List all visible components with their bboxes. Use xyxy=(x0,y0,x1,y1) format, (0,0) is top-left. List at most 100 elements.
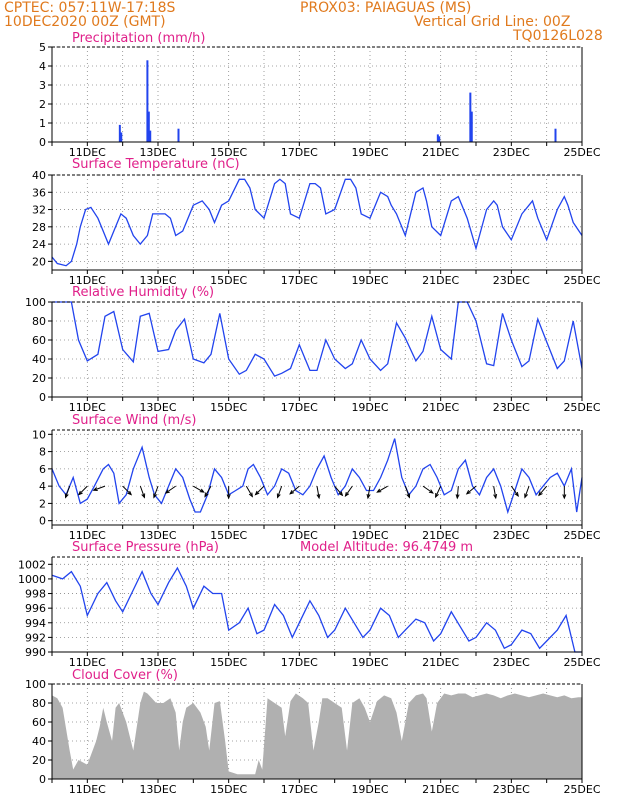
y-tick-label: 2 xyxy=(39,98,46,111)
rh-panel: 0 20 40 60 80 100 11DEC 13DEC 15DEC 17DEC 19DEC 21D… xyxy=(25,285,601,414)
x-tick-label: 15DEC xyxy=(210,401,247,414)
wind-arrow xyxy=(334,485,343,496)
wind-arrow xyxy=(456,486,459,499)
wind-arrow xyxy=(193,485,204,493)
wind-arrowhead xyxy=(199,488,205,493)
wind-arrow xyxy=(422,485,434,494)
temp-title: Surface Temperature (nC) xyxy=(72,157,240,172)
y-tick-label: 0 xyxy=(39,136,46,149)
x-tick-label: 23DEC xyxy=(493,401,530,414)
wind-arrowhead xyxy=(64,493,69,499)
wind-arrow xyxy=(255,485,265,495)
y-tick-label: 4 xyxy=(39,480,46,493)
x-tick-label: 19DEC xyxy=(351,656,388,669)
x-tick-label: 17DEC xyxy=(281,146,318,159)
y-tick-label: 6 xyxy=(39,463,46,476)
y-tick-label: 60 xyxy=(32,716,46,729)
station-name: PROX03: PAIAGUAS (MS) xyxy=(300,0,471,16)
x-tick-label: 25DEC xyxy=(563,401,600,414)
x-tick-label: 25DEC xyxy=(563,274,600,287)
model-id: TQ0126L028 xyxy=(512,28,603,44)
wind-arrowhead xyxy=(127,490,133,496)
x-tick-label: 15DEC xyxy=(210,274,247,287)
precip-bar xyxy=(147,111,150,142)
wind-arrow xyxy=(493,486,497,499)
x-tick-label: 21DEC xyxy=(422,401,459,414)
wind-arrow xyxy=(204,485,212,497)
y-tick-label: 100 xyxy=(25,296,46,309)
x-tick-label: 21DEC xyxy=(422,656,459,669)
y-tick-label: 40 xyxy=(32,735,46,748)
precip-bar xyxy=(146,60,149,142)
wind-arrow xyxy=(367,486,371,499)
y-tick-label: 992 xyxy=(25,631,46,644)
wind-arrow xyxy=(510,485,519,497)
wind-arrowhead xyxy=(204,492,209,498)
y-tick-label: 80 xyxy=(32,315,46,328)
wind-arrowhead xyxy=(289,490,295,495)
y-tick-label: 40 xyxy=(32,169,46,182)
wind-arrowhead xyxy=(248,492,253,498)
x-tick-label: 11DEC xyxy=(69,146,106,159)
wind-arrow xyxy=(245,485,253,497)
x-tick-label: 13DEC xyxy=(139,401,176,414)
precip-bar xyxy=(118,124,121,142)
precip-bar xyxy=(149,130,152,142)
y-tick-label: 0 xyxy=(39,515,46,528)
pressure-series-line xyxy=(51,566,582,653)
precip-panel: 0 1 2 3 4 5 11DEC 13DEC 15DEC 17DEC 19DEC 21DEC 23DE… xyxy=(39,31,601,159)
x-tick-label: 19DEC xyxy=(351,401,388,414)
wind-arrowhead xyxy=(514,491,519,498)
x-tick-label: 23DEC xyxy=(493,656,530,669)
y-tick-label: 20 xyxy=(32,372,46,385)
wind-arrowhead xyxy=(455,494,460,500)
y-tick-label: 3 xyxy=(39,79,46,92)
grid-line-note: Vertical Grid Line: 00Z xyxy=(414,14,570,30)
y-tick-label: 994 xyxy=(25,617,46,630)
y-tick-label: 60 xyxy=(32,334,46,347)
x-tick-label: 19DEC xyxy=(351,783,388,796)
x-tick-label: 25DEC xyxy=(563,529,600,542)
cloud-cover-area xyxy=(52,691,582,779)
x-tick-label: 11DEC xyxy=(69,274,106,287)
wind-arrow xyxy=(289,485,300,495)
precip-bar xyxy=(438,136,441,142)
y-tick-label: 36 xyxy=(32,186,46,199)
x-tick-label: 11DEC xyxy=(69,783,106,796)
wind-arrow xyxy=(139,485,145,498)
x-tick-label: 11DEC xyxy=(69,656,106,669)
wind-arrow xyxy=(316,486,320,499)
x-tick-label: 23DEC xyxy=(493,146,530,159)
x-tick-label: 15DEC xyxy=(210,146,247,159)
precip-bar xyxy=(469,92,472,142)
y-tick-label: 996 xyxy=(25,602,46,615)
y-tick-label: 100 xyxy=(25,678,46,691)
wind-arrowhead xyxy=(153,493,157,499)
wind-arrowhead xyxy=(338,491,344,497)
y-tick-label: 20 xyxy=(32,255,46,268)
wind-arrow xyxy=(466,485,477,495)
x-tick-label: 13DEC xyxy=(139,146,176,159)
y-tick-label: 0 xyxy=(39,391,46,404)
y-tick-label: 5 xyxy=(39,41,46,54)
temp-panel: 20 24 28 32 36 40 11DEC 13DEC 15DEC 17DEC 19DEC 21D… xyxy=(32,157,601,287)
x-tick-label: 21DEC xyxy=(422,783,459,796)
x-tick-label: 15DEC xyxy=(210,656,247,669)
run-datetime: 10DEC2020 00Z (GMT) xyxy=(4,14,166,30)
cloud-panel: 0 20 40 60 80 100 11DEC 13DEC 15DEC 17DEC 19DEC 21D… xyxy=(25,668,601,796)
wind-arrowhead xyxy=(92,487,98,491)
wind-arrow xyxy=(404,485,410,498)
x-tick-label: 15DEC xyxy=(210,783,247,796)
y-tick-label: 1002 xyxy=(18,558,46,571)
wind-arrowhead xyxy=(428,489,434,494)
y-tick-label: 998 xyxy=(25,588,46,601)
x-tick-label: 17DEC xyxy=(281,656,318,669)
y-tick-label: 20 xyxy=(32,754,46,767)
y-tick-label: 1 xyxy=(39,117,46,130)
x-tick-label: 13DEC xyxy=(139,529,176,542)
x-tick-label: 19DEC xyxy=(351,274,388,287)
x-tick-label: 25DEC xyxy=(563,146,600,159)
x-tick-label: 23DEC xyxy=(493,783,530,796)
wind-arrow xyxy=(524,485,530,498)
